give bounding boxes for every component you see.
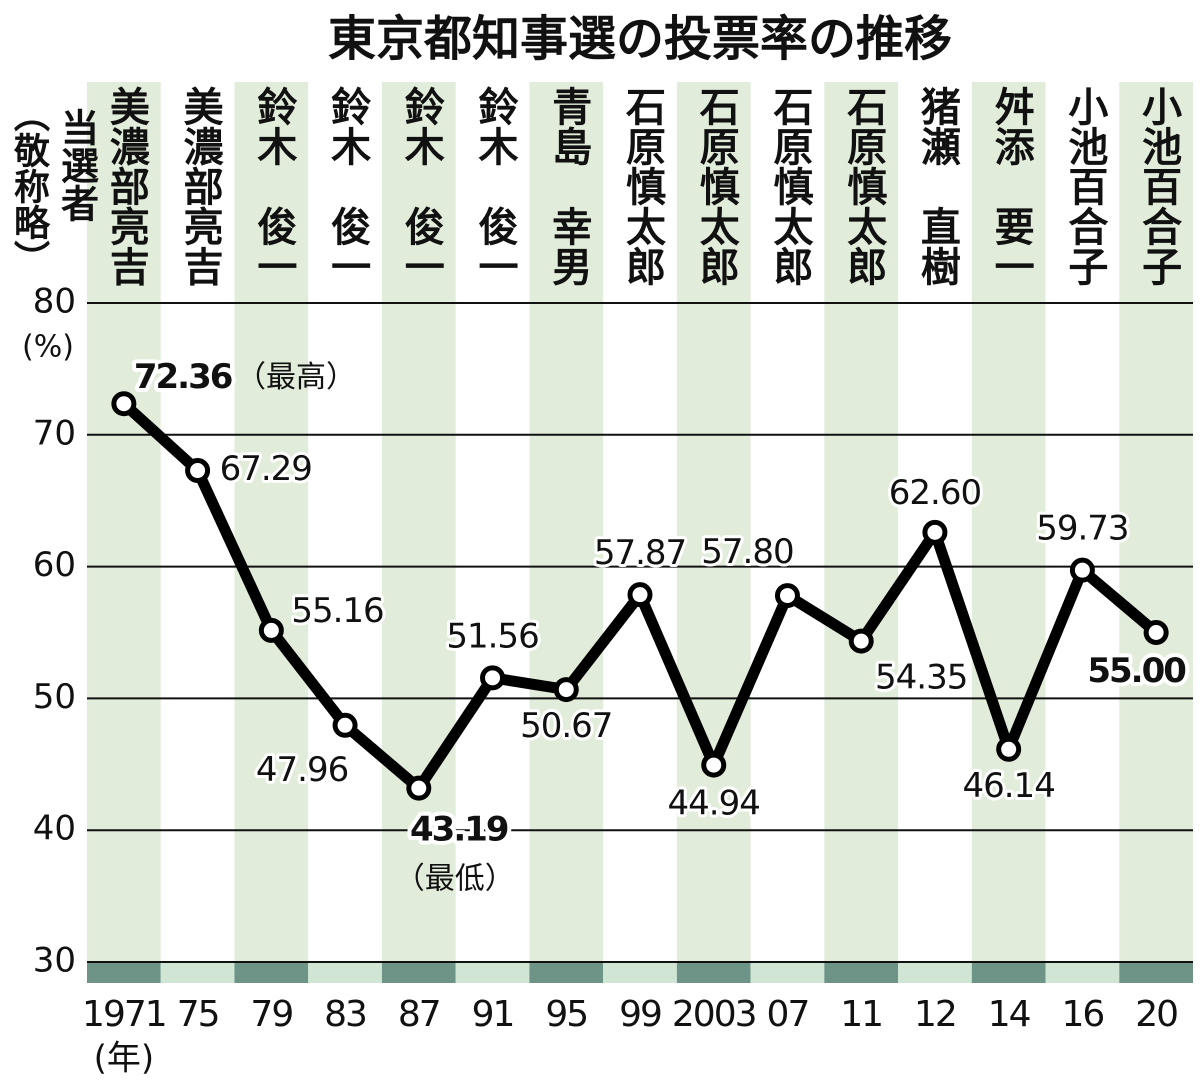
column-stripe xyxy=(971,82,1046,962)
y-tick-label: 60 xyxy=(33,545,76,585)
x-tick-label: 1971 xyxy=(82,994,166,1035)
winner-name: 美濃部亮吉 xyxy=(177,86,224,286)
winner-name: 石原慎太郎 xyxy=(693,86,740,286)
column-stripe xyxy=(529,82,604,962)
base-strip xyxy=(898,962,972,983)
winner-name: 鈴木 俊一 xyxy=(472,86,519,286)
base-strip xyxy=(676,962,751,983)
data-point xyxy=(332,712,358,738)
winner-name: 舛添 要一 xyxy=(988,86,1035,286)
winner-name: 青島 幸男 xyxy=(545,86,592,286)
winner-name: 鈴木 俊一 xyxy=(398,86,445,286)
x-tick-label: 07 xyxy=(767,994,809,1035)
winner-name: 鈴木 俊一 xyxy=(324,86,371,286)
column-stripe xyxy=(87,82,161,962)
base-strip xyxy=(1119,962,1193,983)
data-point xyxy=(627,582,653,608)
value-label: 57.80 xyxy=(701,532,793,572)
base-strip xyxy=(455,962,530,983)
value-label: 54.35 xyxy=(875,658,967,698)
base-strip xyxy=(1045,962,1120,983)
value-label: 55.00 xyxy=(1087,651,1186,691)
x-tick-label: 20 xyxy=(1135,994,1177,1035)
y-tick-label: 80 xyxy=(33,282,76,322)
y-unit: (%) xyxy=(22,330,74,365)
base-strip xyxy=(603,962,677,983)
annotation: （最高） xyxy=(236,360,356,395)
x-tick-label: 12 xyxy=(914,994,956,1035)
data-point xyxy=(185,458,211,484)
value-label: 62.60 xyxy=(889,473,981,513)
value-label: 59.73 xyxy=(1036,509,1128,549)
data-point xyxy=(848,628,874,654)
value-label: 67.29 xyxy=(220,449,312,489)
value-label: 51.56 xyxy=(446,616,538,656)
data-point xyxy=(553,677,579,703)
column-stripe xyxy=(824,82,899,962)
x-unit: (年) xyxy=(94,1039,155,1079)
data-point xyxy=(406,775,432,801)
x-tick-label: 16 xyxy=(1061,994,1103,1035)
x-tick-label: 99 xyxy=(619,994,661,1035)
x-tick-label: 79 xyxy=(250,994,292,1035)
base-strip xyxy=(308,962,382,983)
winner-name: 小池百合子 xyxy=(1061,86,1108,286)
winner-name: 石原慎太郎 xyxy=(840,86,887,286)
column-stripe xyxy=(381,82,456,962)
x-tick-label: 95 xyxy=(545,994,587,1035)
winner-name: 猪瀬 直樹 xyxy=(914,86,961,286)
winner-name: 小池百合子 xyxy=(1135,86,1182,286)
value-label: 46.14 xyxy=(962,766,1054,806)
column-stripe xyxy=(676,82,751,962)
x-tick-label: 11 xyxy=(840,994,882,1035)
base-strip xyxy=(529,962,604,983)
data-point xyxy=(774,583,800,609)
annotation: （最低） xyxy=(395,862,515,897)
data-point xyxy=(996,736,1022,762)
winner-name: 石原慎太郎 xyxy=(766,86,813,286)
y-tick-label: 30 xyxy=(33,941,76,981)
base-strip xyxy=(381,962,456,983)
value-label: 55.16 xyxy=(291,591,383,631)
base-strip xyxy=(87,962,161,983)
column-stripe xyxy=(1119,82,1193,962)
winner-name: 石原慎太郎 xyxy=(619,86,666,286)
data-point xyxy=(258,617,284,643)
data-point xyxy=(701,752,727,778)
base-strip xyxy=(234,962,309,983)
x-tick-label: 83 xyxy=(324,994,366,1035)
y-tick-label: 50 xyxy=(33,677,76,717)
value-label: 47.96 xyxy=(256,750,348,790)
value-label: 57.87 xyxy=(594,533,686,573)
candidate-label: 当選者 xyxy=(55,108,99,222)
value-label: 50.67 xyxy=(520,706,612,746)
x-tick-label: 75 xyxy=(177,994,219,1035)
value-label: 44.94 xyxy=(668,784,760,824)
data-point xyxy=(1143,620,1169,645)
base-strip xyxy=(971,962,1046,983)
data-point xyxy=(111,391,137,417)
winner-name: 美濃部亮吉 xyxy=(103,86,150,286)
winner-name: 鈴木 俊一 xyxy=(250,86,297,286)
y-tick-label: 70 xyxy=(33,413,76,453)
data-point xyxy=(1069,557,1095,583)
chart-title: 東京都知事選の投票率の推移 xyxy=(328,11,952,67)
x-tick-label: 2003 xyxy=(672,994,756,1035)
x-tick-label: 91 xyxy=(472,994,514,1035)
y-tick-label: 40 xyxy=(33,809,76,849)
base-strip xyxy=(750,962,825,983)
column-stripe xyxy=(234,82,309,962)
base-strip xyxy=(160,962,235,983)
base-strip xyxy=(824,962,899,983)
value-label: 72.36 xyxy=(134,357,232,397)
value-label: 43.19 xyxy=(410,810,508,850)
x-tick-label: 87 xyxy=(398,994,440,1035)
data-point xyxy=(480,665,506,691)
candidate-note: （敬称略） xyxy=(8,96,51,276)
x-tick-label: 14 xyxy=(988,994,1030,1035)
data-point xyxy=(922,519,948,545)
